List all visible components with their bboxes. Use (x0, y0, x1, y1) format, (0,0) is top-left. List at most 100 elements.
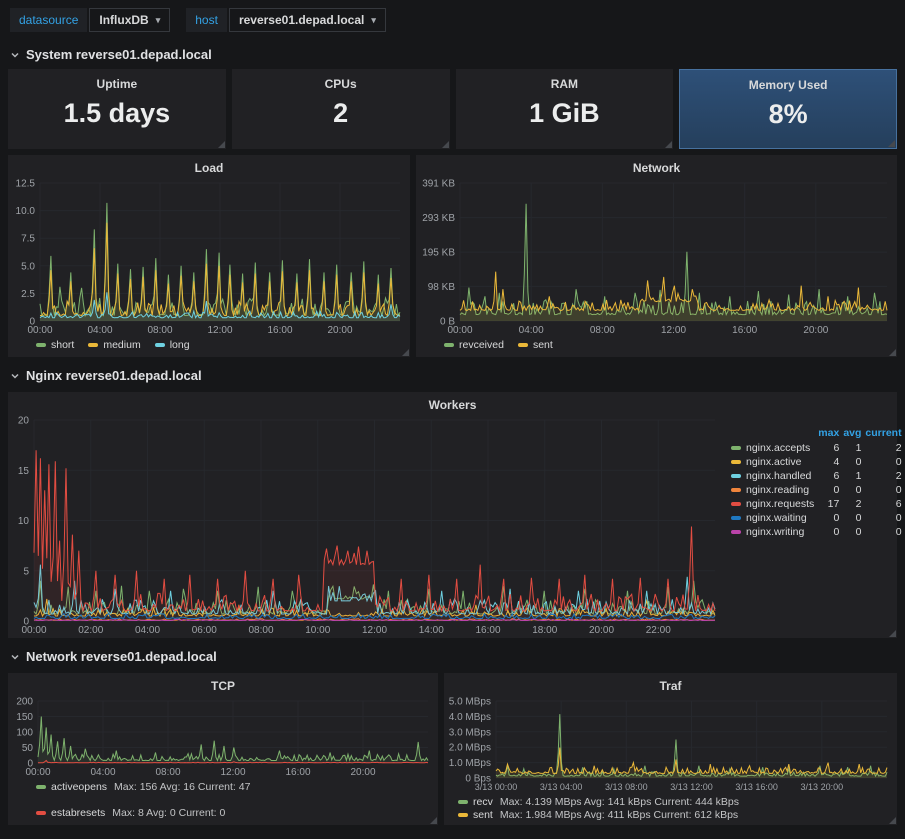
tcp-chart[interactable]: 0 50 100 150 200 00:00 04:00 08:00 12:00 16:00 20:… (8, 695, 438, 780)
series-current: 2 (895, 442, 902, 454)
svg-text:1.0 MBps: 1.0 MBps (449, 758, 491, 769)
panel-resize-handle[interactable] (430, 817, 437, 824)
series-color-marker (36, 343, 46, 347)
panel-memory-used: Memory Used 8% (679, 69, 897, 149)
panel-resize-handle[interactable] (889, 817, 896, 824)
legend-item-sent[interactable]: sent Max: 1.984 MBps Avg: 411 kBps Curre… (458, 809, 738, 821)
row-header-network[interactable]: Network reverse01.depad.local (0, 638, 227, 669)
svg-text:04:00: 04:00 (90, 767, 115, 778)
series-toggle[interactable]: nginx.writing (731, 526, 814, 538)
series-name: estabresets (51, 807, 106, 819)
panel-traf: Traf 0 Bps 1.0 MBps 2.0 MBps 3.0 MBps 4.0 MB… (444, 673, 897, 825)
chevron-down-icon: ▾ (155, 14, 161, 25)
panel-title[interactable]: Workers (428, 398, 477, 412)
panel-title[interactable]: Load (194, 161, 224, 175)
series-color-marker (36, 811, 46, 815)
stats-row: Uptime 1.5 days CPUs 2 RAM 1 GiB Memory … (8, 69, 897, 149)
legend-header-blank (729, 426, 816, 441)
series-toggle[interactable]: nginx.requests (731, 498, 814, 510)
workers-body: 0 5 10 15 20 00:00 02:00 04:00 06:00 08:00 10:00 12… (8, 414, 902, 638)
workers-chart[interactable]: 0 5 10 15 20 00:00 02:00 04:00 06:00 08:00 10:00 12… (8, 414, 725, 638)
panel-title[interactable]: CPUs (324, 77, 357, 91)
series-avg: 0 (855, 512, 862, 524)
legend-item-short[interactable]: short (36, 339, 74, 351)
legend-row-active: nginx.active 4 0 0 (729, 455, 904, 469)
svg-text:0 B: 0 B (440, 317, 455, 328)
svg-text:2.5: 2.5 (21, 289, 35, 300)
svg-text:200: 200 (16, 697, 33, 708)
stat-value: 1 GiB (529, 98, 600, 128)
panel-resize-handle[interactable] (441, 141, 449, 148)
series-name: revceived (459, 339, 504, 351)
traf-legend: recv Max: 4.139 MBps Avg: 141 kBps Curre… (444, 795, 897, 825)
series-max: 0 (833, 484, 840, 496)
legend-header-avg[interactable]: avg (843, 427, 862, 439)
legend-item-estabresets[interactable]: estabresets Max: 8 Avg: 0 Current: 0 (36, 807, 225, 819)
series-toggle[interactable]: nginx.active (731, 456, 814, 468)
legend-item-long[interactable]: long (154, 339, 190, 351)
panel-resize-handle[interactable] (889, 630, 896, 637)
panel-resize-handle[interactable] (217, 141, 225, 148)
panel-resize-handle[interactable] (402, 349, 409, 356)
panel-title[interactable]: Memory Used (748, 78, 828, 92)
svg-text:0: 0 (29, 317, 35, 328)
series-toggle[interactable]: nginx.waiting (731, 512, 814, 524)
variable-datasource-dropdown[interactable]: InfluxDB ▾ (89, 8, 171, 32)
variable-host: host reverse01.depad.local ▾ (186, 8, 386, 32)
panel-title[interactable]: Traf (659, 679, 682, 693)
legend-item-medium[interactable]: medium (88, 339, 141, 351)
legend-item-sent[interactable]: sent (517, 339, 553, 351)
legend-row-waiting: nginx.waiting 0 0 0 (729, 511, 904, 525)
legend-item-recv[interactable]: recv Max: 4.139 MBps Avg: 141 kBps Curre… (458, 796, 739, 808)
tcp-graph-area: 0 50 100 150 200 00:00 04:00 08:00 12:00 16:00 20:… (8, 695, 438, 780)
network-chart[interactable]: 0 B 98 KB 195 KB 293 KB 391 KB 00:00 04:00 08:0… (416, 177, 897, 338)
panel-resize-handle[interactable] (889, 349, 896, 356)
series-avg: 1 (855, 442, 862, 454)
legend-header-max[interactable]: max (818, 427, 840, 439)
series-toggle[interactable]: nginx.accepts (731, 442, 814, 454)
series-name: nginx.handled (746, 470, 812, 482)
panel-resize-handle[interactable] (665, 141, 673, 148)
panel-resize-handle[interactable] (888, 140, 895, 147)
panel-workers: Workers 0 5 10 15 20 00:00 02:00 04:00 06:00 08:0… (8, 392, 902, 638)
svg-text:18:00: 18:00 (532, 625, 557, 636)
row-collapse-chevron-icon (10, 50, 20, 60)
legend-row-writing: nginx.writing 0 0 0 (729, 525, 904, 539)
series-avg: 0 (855, 456, 862, 468)
panel-title[interactable]: TCP (211, 679, 235, 693)
series-toggle[interactable]: nginx.reading (731, 484, 814, 496)
panel-tcp: TCP 0 50 100 150 200 00:00 04:00 08:00 12:00 16:0… (8, 673, 438, 825)
svg-text:12:00: 12:00 (362, 625, 387, 636)
series-color-marker (731, 502, 741, 506)
stat-value: 2 (333, 98, 349, 128)
panel-load: Load 0 2.5 5.0 7.5 10.0 12.5 00:00 04:00 08:00 12… (8, 155, 410, 357)
svg-text:3/13 20:00: 3/13 20:00 (801, 782, 844, 792)
svg-text:50: 50 (22, 743, 34, 754)
svg-text:22:00: 22:00 (646, 625, 671, 636)
row-collapse-chevron-icon (10, 371, 20, 381)
panel-title[interactable]: RAM (550, 77, 579, 91)
svg-text:20: 20 (18, 416, 30, 427)
svg-text:4.0 MBps: 4.0 MBps (449, 712, 491, 723)
series-max: 4 (833, 456, 840, 468)
svg-text:3/13 04:00: 3/13 04:00 (540, 782, 583, 792)
panel-title[interactable]: Uptime (96, 77, 138, 91)
panel-title[interactable]: Network (632, 161, 681, 175)
row-title: Nginx reverse01.depad.local (26, 368, 202, 383)
svg-text:04:00: 04:00 (135, 625, 160, 636)
network-graphs-row: TCP 0 50 100 150 200 00:00 04:00 08:00 12:00 16:0… (8, 673, 897, 825)
legend-item-activeopens[interactable]: activeopens Max: 156 Avg: 16 Current: 47 (36, 781, 250, 793)
legend-item-revceived[interactable]: revceived (444, 339, 504, 351)
svg-text:3/13 16:00: 3/13 16:00 (735, 782, 778, 792)
legend-row-reading: nginx.reading 0 0 0 (729, 483, 904, 497)
load-chart[interactable]: 0 2.5 5.0 7.5 10.0 12.5 00:00 04:00 08:00 12:00 16… (8, 177, 410, 338)
variable-host-dropdown[interactable]: reverse01.depad.local ▾ (228, 8, 386, 32)
series-name: nginx.active (746, 456, 802, 468)
svg-text:00:00: 00:00 (27, 325, 52, 336)
row-header-system[interactable]: System reverse01.depad.local (0, 36, 222, 67)
legend-header-current[interactable]: current (865, 427, 902, 439)
row-header-nginx[interactable]: Nginx reverse01.depad.local (0, 357, 212, 388)
traf-chart[interactable]: 0 Bps 1.0 MBps 2.0 MBps 3.0 MBps 4.0 MBps 5.0… (444, 695, 897, 795)
series-toggle[interactable]: nginx.handled (731, 470, 814, 482)
